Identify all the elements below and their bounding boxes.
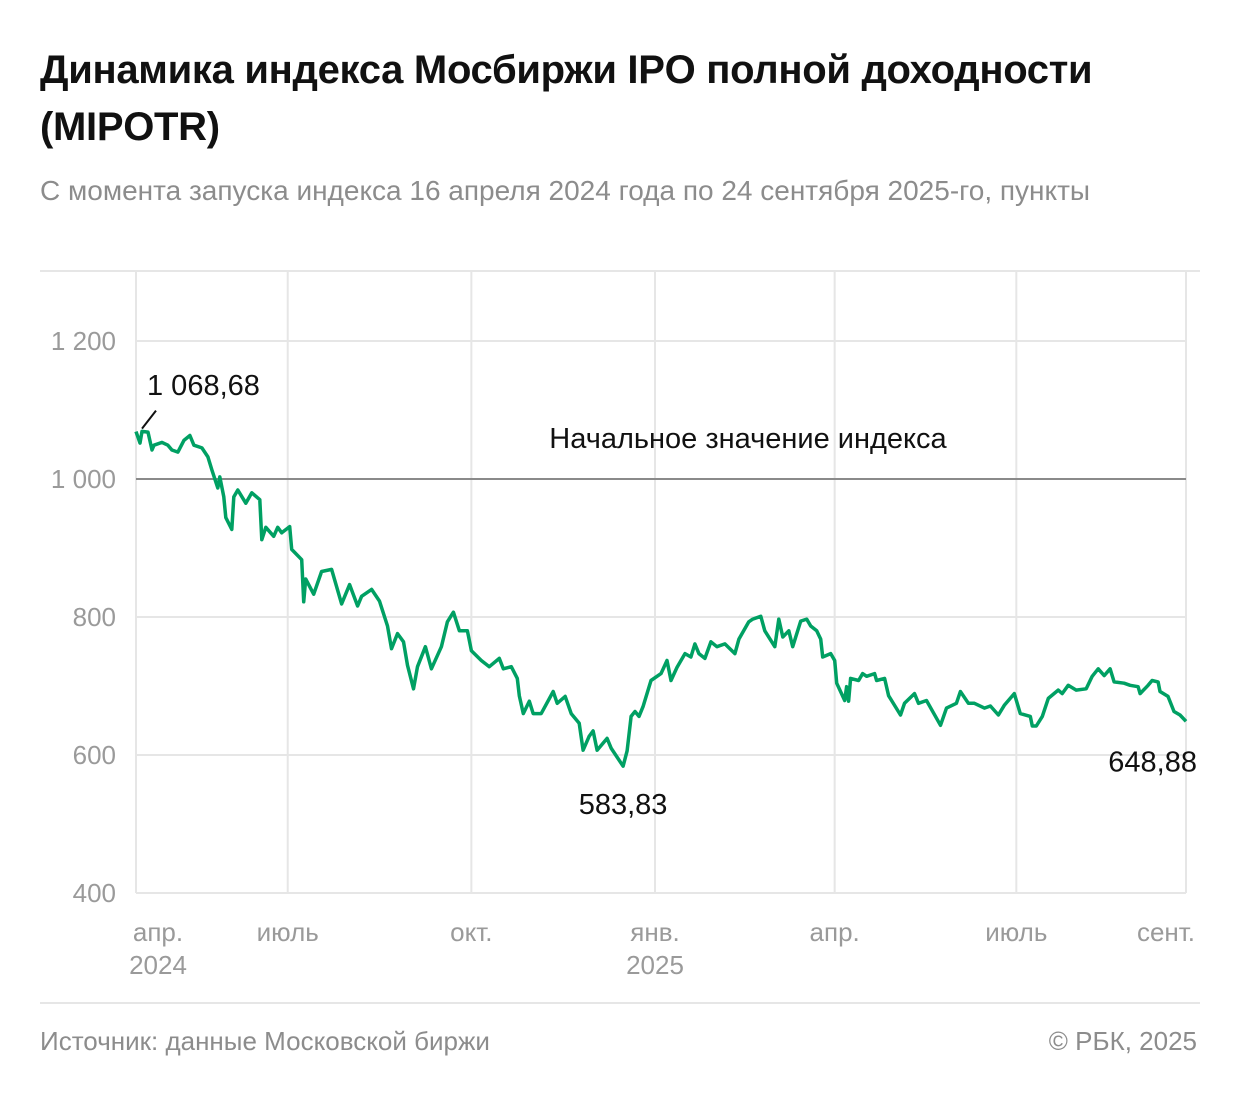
annotation-min-value: 583,83 — [579, 789, 668, 821]
y-tick-label: 1 200 — [51, 326, 116, 356]
top-divider — [40, 270, 1200, 272]
chart-title: Динамика индекса Мосбиржи IPO полной дох… — [40, 48, 1093, 149]
annotations: 1 068,68 583,83 648,88 — [141, 370, 1197, 821]
index-line — [134, 429, 1188, 768]
x-tick-label: июль — [257, 917, 319, 947]
y-tick-label: 1 000 — [51, 464, 116, 494]
series — [134, 429, 1188, 768]
x-tick-year: 2025 — [626, 950, 684, 980]
x-tick-label: сент. — [1137, 917, 1195, 947]
x-tick-label: янв. — [630, 917, 679, 947]
source-note: Источник: данные Московской биржи — [40, 1026, 490, 1056]
x-tick-label: окт. — [450, 917, 492, 947]
annotation-start-value: 1 068,68 — [147, 370, 260, 402]
bottom-divider — [40, 1002, 1200, 1004]
annotation-last-value: 648,88 — [1108, 746, 1197, 778]
chart-subtitle: С момента запуска индекса 16 апреля 2024… — [40, 175, 1091, 206]
reference-line-group: Начальное значение индекса — [136, 423, 1186, 480]
annotation-leader-line — [141, 409, 157, 430]
copyright: © РБК, 2025 — [1048, 1026, 1197, 1056]
reference-line-label: Начальное значение индекса — [549, 423, 947, 455]
x-tick-label: апр. — [810, 917, 860, 947]
y-tick-label: 400 — [73, 878, 116, 908]
x-tick-label: июль — [985, 917, 1047, 947]
y-tick-label: 800 — [73, 602, 116, 632]
y-tick-label: 600 — [73, 740, 116, 770]
x-tick-year: 2024 — [129, 950, 187, 980]
x-tick-label: апр. — [133, 917, 183, 947]
